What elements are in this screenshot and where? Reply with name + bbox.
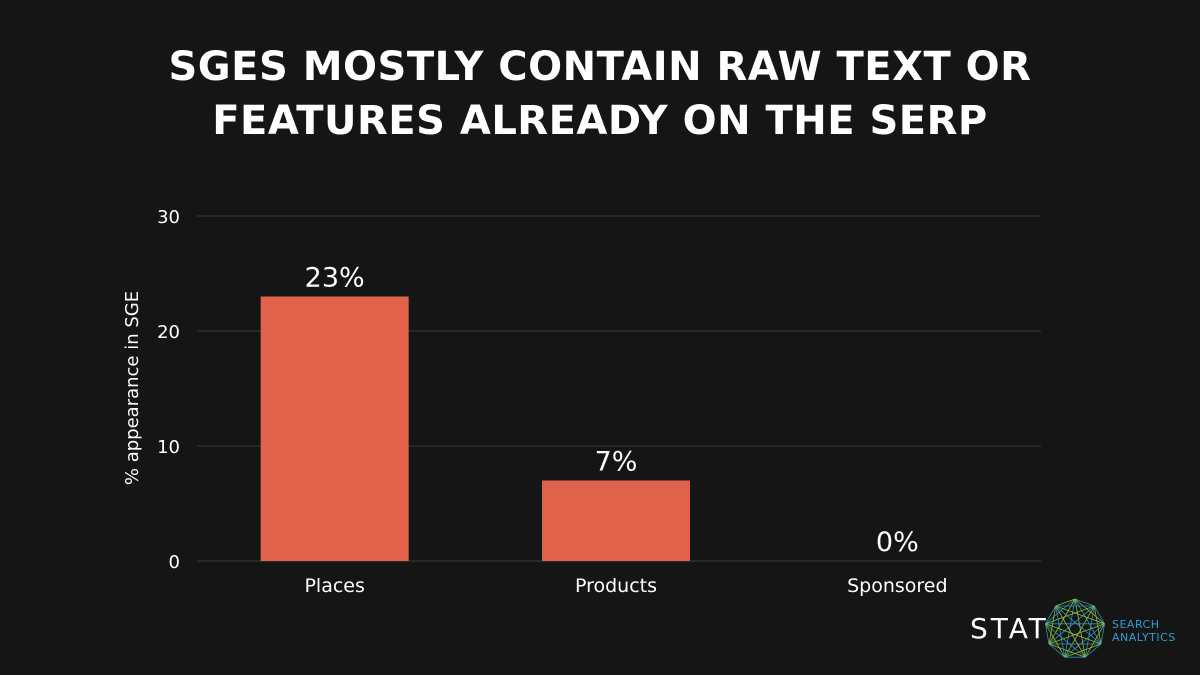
- data-label: 0%: [876, 527, 919, 558]
- brand-subtitle-line-1: SEARCH: [1112, 618, 1160, 631]
- y-tick-label: 30: [157, 207, 180, 228]
- data-label: 23%: [305, 263, 365, 294]
- polygon-network-icon: [1045, 598, 1105, 658]
- y-tick-label: 10: [157, 437, 180, 458]
- x-tick-label: Sponsored: [847, 575, 947, 597]
- bar: [542, 480, 690, 561]
- brand-wordmark: STAT: [970, 612, 1049, 645]
- brand-subtitle: SEARCH ANALYTICS: [1112, 618, 1176, 644]
- chart-title-line-1: SGES MOSTLY CONTAIN RAW TEXT OR: [168, 44, 1032, 90]
- x-tick-label: Places: [304, 575, 364, 597]
- brand-logo-block: STAT SEARCH ANALYTICS: [970, 596, 1190, 662]
- y-tick-label: 20: [157, 322, 180, 343]
- bar: [260, 296, 409, 561]
- chart-title: SGES MOSTLY CONTAIN RAW TEXT OR FEATURES…: [0, 40, 1200, 148]
- y-tick-label: 0: [169, 552, 180, 573]
- chart-title-line-2: FEATURES ALREADY ON THE SERP: [212, 98, 988, 144]
- y-axis-label: % appearance in SGE: [122, 291, 143, 485]
- data-label: 7%: [595, 447, 638, 478]
- x-tick-label: Products: [575, 575, 657, 597]
- brand-subtitle-line-2: ANALYTICS: [1112, 631, 1176, 644]
